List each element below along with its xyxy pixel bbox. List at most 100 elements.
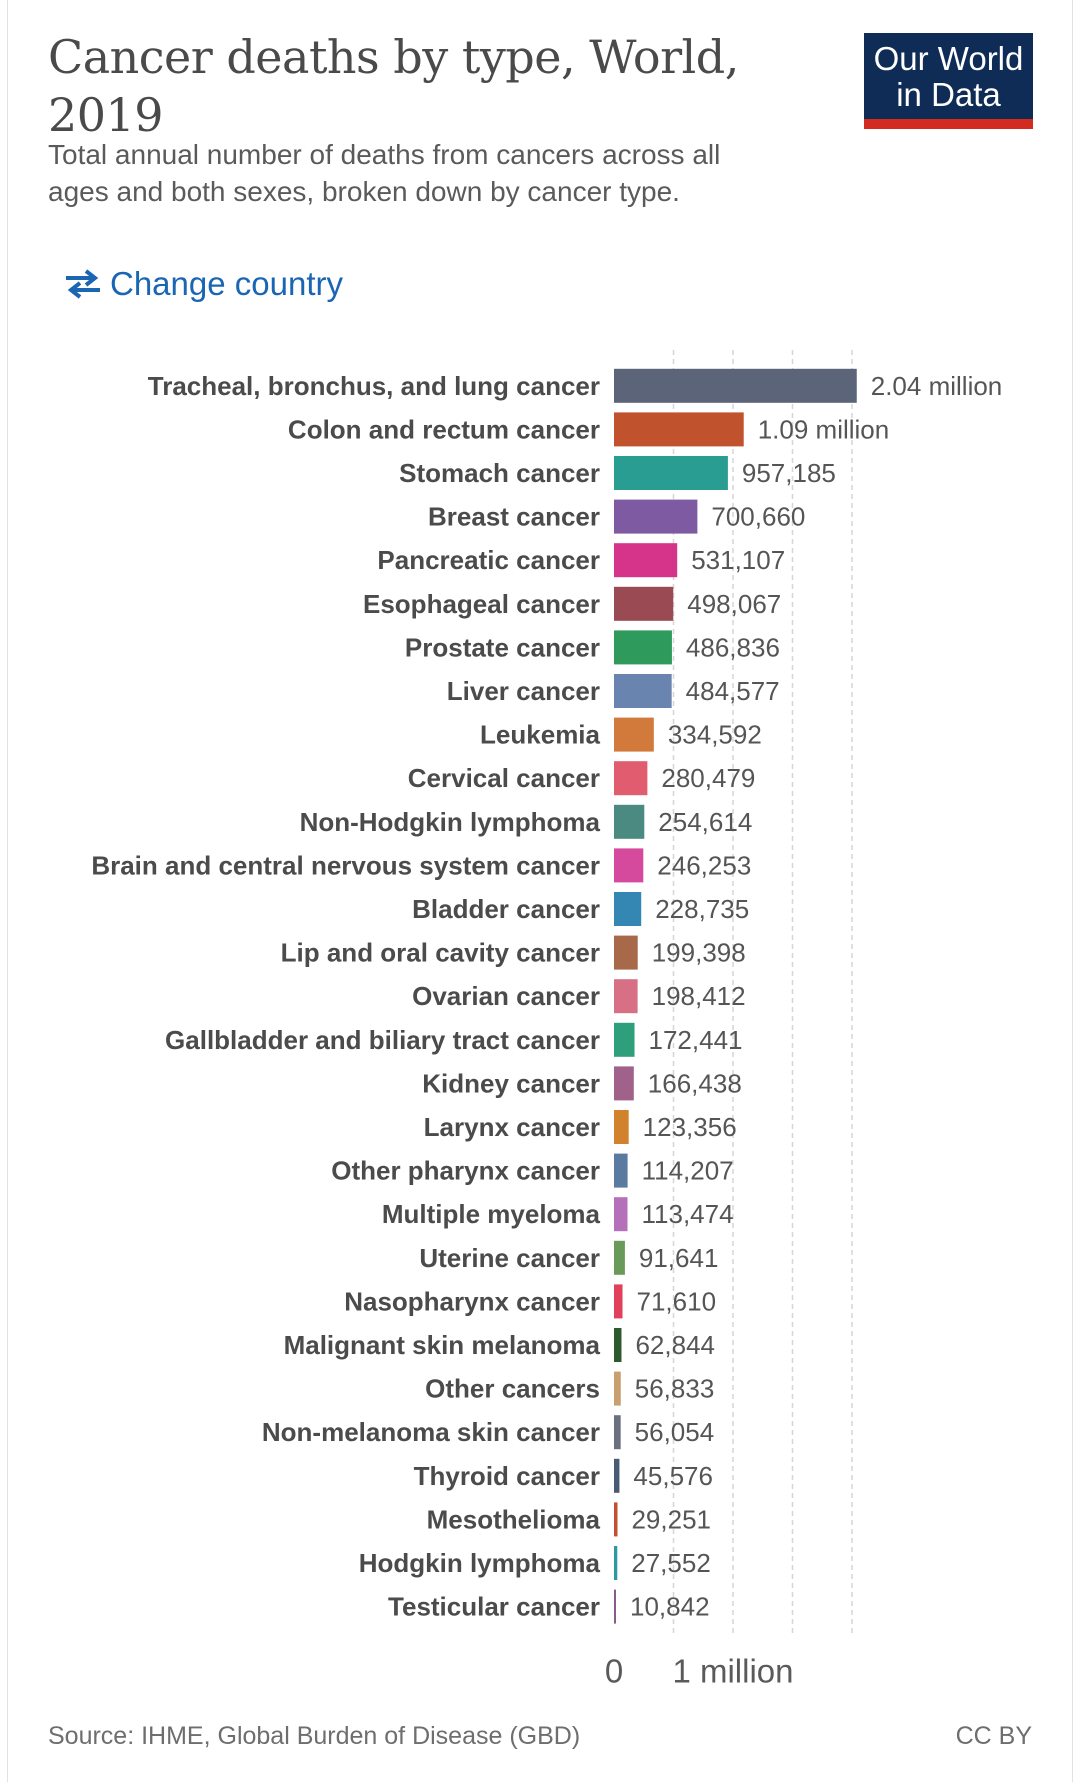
value-label: 71,610 xyxy=(637,1286,717,1316)
bar xyxy=(614,368,857,403)
value-label: 254,614 xyxy=(658,807,752,837)
value-label: 531,107 xyxy=(691,545,785,575)
category-label: Nasopharynx cancer xyxy=(344,1286,600,1316)
bar xyxy=(614,1153,628,1188)
category-label: Multiple myeloma xyxy=(382,1199,601,1229)
bar xyxy=(614,1458,620,1493)
value-label: 334,592 xyxy=(668,720,762,750)
bar xyxy=(614,1197,628,1232)
value-label: 246,253 xyxy=(657,850,751,880)
bar xyxy=(614,543,678,578)
value-label: 10,842 xyxy=(630,1592,710,1622)
license-label[interactable]: CC BY xyxy=(955,1722,1032,1750)
category-label: Non-Hodgkin lymphoma xyxy=(300,807,601,837)
value-label: 280,479 xyxy=(661,763,755,793)
value-label: 27,552 xyxy=(631,1548,711,1578)
category-label: Malignant skin melanoma xyxy=(284,1330,601,1360)
value-label: 45,576 xyxy=(633,1461,713,1491)
bar xyxy=(614,1589,616,1624)
category-label: Leukemia xyxy=(480,720,600,750)
category-label: Testicular cancer xyxy=(388,1592,600,1622)
value-label: 114,207 xyxy=(642,1156,734,1186)
category-label: Other cancers xyxy=(425,1374,600,1404)
logo-line-1: Our World xyxy=(873,40,1024,77)
category-label: Mesothelioma xyxy=(427,1504,601,1534)
bar xyxy=(614,1371,621,1406)
bar xyxy=(614,456,728,490)
value-label: 957,185 xyxy=(742,458,836,488)
category-label: Esophageal cancer xyxy=(363,589,600,619)
bar xyxy=(614,1415,621,1450)
bar xyxy=(614,1284,623,1319)
bar xyxy=(614,1110,629,1144)
category-label: Brain and central nervous system cancer xyxy=(91,850,600,880)
value-label: 113,474 xyxy=(642,1199,734,1229)
category-label: Hodgkin lymphoma xyxy=(359,1548,601,1578)
value-label: 198,412 xyxy=(652,981,746,1011)
bar xyxy=(614,1546,618,1580)
category-label: Colon and rectum cancer xyxy=(288,414,600,444)
category-label: Stomach cancer xyxy=(399,458,600,488)
bar xyxy=(614,935,638,970)
chart-title: Cancer deaths by type, World, 2019 xyxy=(48,30,739,142)
value-label: 700,660 xyxy=(711,502,805,532)
bar xyxy=(614,1022,635,1057)
change-country-label: Change country xyxy=(110,265,343,302)
chart-subtitle: Total annual number of deaths from cance… xyxy=(48,139,721,207)
bar xyxy=(614,1066,634,1101)
bar xyxy=(614,586,674,621)
bar xyxy=(614,761,648,796)
logo-line-2: in Data xyxy=(896,76,1001,113)
value-label: 1.09 million xyxy=(758,414,890,444)
bar xyxy=(614,1328,622,1362)
value-label: 498,067 xyxy=(687,589,781,619)
category-label: Thyroid cancer xyxy=(414,1461,600,1491)
value-label: 56,833 xyxy=(635,1374,715,1404)
category-label: Breast cancer xyxy=(428,502,600,532)
category-label: Uterine cancer xyxy=(419,1243,600,1273)
owid-logo[interactable]: Our World in Data xyxy=(864,33,1033,129)
category-label: Other pharynx cancer xyxy=(331,1156,600,1186)
category-label: Cervical cancer xyxy=(408,763,600,793)
bar-chart: Tracheal, bronchus, and lung cancer 2.04 … xyxy=(91,350,1002,1689)
logo-accent-bar xyxy=(864,119,1033,129)
value-label: 166,438 xyxy=(648,1068,742,1098)
category-label: Lip and oral cavity cancer xyxy=(281,938,600,968)
bar xyxy=(614,804,645,839)
bar xyxy=(614,674,672,708)
chart-frame xyxy=(7,0,1073,1782)
bar xyxy=(614,412,744,447)
value-label: 484,577 xyxy=(686,676,780,706)
value-label: 62,844 xyxy=(635,1330,715,1360)
x-tick-label: 1 million xyxy=(672,1652,793,1689)
category-label: Kidney cancer xyxy=(422,1068,600,1098)
bar xyxy=(614,1240,625,1275)
value-label: 228,735 xyxy=(655,894,749,924)
category-label: Pancreatic cancer xyxy=(377,545,600,575)
value-label: 91,641 xyxy=(639,1243,719,1273)
bar xyxy=(614,499,698,534)
bar xyxy=(614,848,644,883)
category-label: Larynx cancer xyxy=(424,1112,600,1142)
value-label: 199,398 xyxy=(652,938,746,968)
category-label: Gallbladder and biliary tract cancer xyxy=(165,1025,600,1055)
bar xyxy=(614,717,654,752)
x-tick-label: 0 xyxy=(605,1652,623,1689)
value-label: 486,836 xyxy=(686,632,780,662)
swap-arrows-icon xyxy=(66,269,100,299)
value-label: 56,054 xyxy=(635,1417,715,1447)
value-label: 123,356 xyxy=(643,1112,737,1142)
category-label: Liver cancer xyxy=(447,676,600,706)
bar xyxy=(614,892,642,926)
category-label: Prostate cancer xyxy=(405,632,600,662)
bar xyxy=(614,979,638,1014)
source-note[interactable]: Source: IHME, Global Burden of Disease (… xyxy=(48,1722,581,1750)
bar xyxy=(614,630,672,665)
value-label: 29,251 xyxy=(631,1504,711,1534)
value-label: 172,441 xyxy=(649,1025,743,1055)
category-label: Bladder cancer xyxy=(412,894,600,924)
change-country-button[interactable]: Change country xyxy=(64,262,343,306)
bar xyxy=(614,1502,618,1537)
category-label: Non-melanoma skin cancer xyxy=(262,1417,600,1447)
category-label: Tracheal, bronchus, and lung cancer xyxy=(148,371,600,401)
